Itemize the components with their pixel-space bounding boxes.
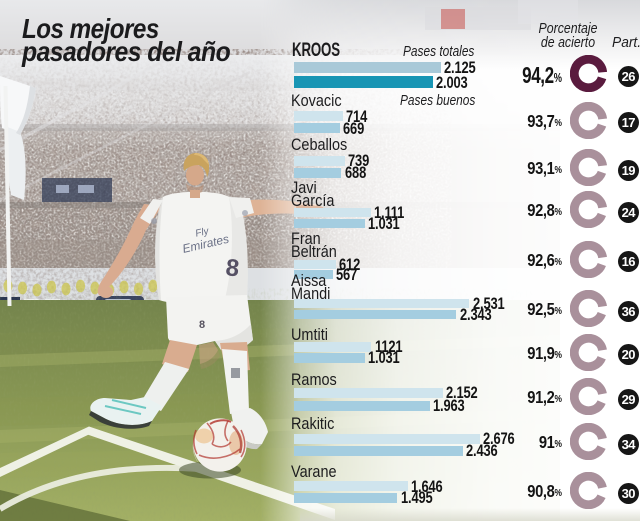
svg-text:Fly: Fly [194, 226, 210, 240]
svg-text:8: 8 [199, 319, 205, 331]
svg-text:8: 8 [224, 254, 240, 282]
